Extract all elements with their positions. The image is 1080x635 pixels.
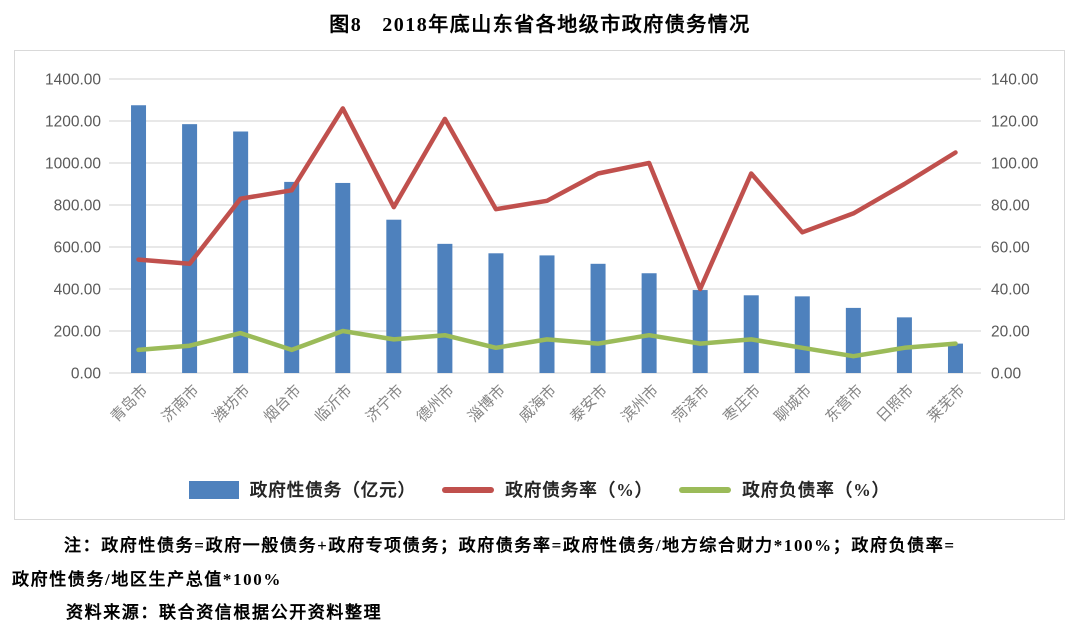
chart-legend: 政府性债务（亿元） 政府债务率（%） 政府负债率（%） bbox=[15, 477, 1064, 502]
bar bbox=[539, 255, 555, 373]
bar bbox=[437, 243, 453, 373]
category-label: 枣庄市 bbox=[720, 381, 765, 426]
bar bbox=[335, 182, 351, 373]
category-label: 莱芜市 bbox=[924, 382, 968, 426]
legend-item: 政府债务率（%） bbox=[442, 477, 653, 502]
right-axis-tick: 0.00 bbox=[991, 366, 1022, 383]
bar bbox=[182, 124, 198, 374]
bar bbox=[131, 105, 147, 373]
legend-item: 政府性债务（亿元） bbox=[188, 477, 417, 502]
bar bbox=[233, 131, 249, 373]
series-line bbox=[136, 106, 958, 292]
bar bbox=[386, 219, 402, 373]
bar bbox=[947, 343, 963, 373]
category-label: 聊城市 bbox=[771, 382, 815, 426]
category-label: 烟台市 bbox=[261, 382, 305, 426]
left-axis-tick: 1000.00 bbox=[45, 156, 101, 173]
bar bbox=[488, 253, 504, 373]
series-line bbox=[136, 328, 958, 359]
note-line-2: 政府性债务/地区生产总值*100% bbox=[12, 570, 282, 589]
legend-line-swatch bbox=[679, 486, 732, 493]
category-label: 济南市 bbox=[159, 382, 203, 426]
category-label: 济宁市 bbox=[363, 382, 407, 426]
bar bbox=[896, 317, 912, 373]
category-label: 菏泽市 bbox=[669, 382, 713, 426]
bar bbox=[743, 295, 759, 373]
bar bbox=[641, 273, 657, 373]
left-axis-tick: 600.00 bbox=[54, 240, 102, 257]
category-label: 青岛市 bbox=[108, 382, 152, 426]
left-axis-tick: 400.00 bbox=[54, 282, 102, 299]
category-label: 威海市 bbox=[516, 382, 560, 426]
category-label: 东营市 bbox=[822, 382, 866, 426]
category-label: 滨州市 bbox=[618, 382, 662, 426]
chart-title: 图8 2018年底山东省各地级市政府债务情况 bbox=[0, 8, 1080, 37]
right-axis-tick: 80.00 bbox=[991, 198, 1030, 215]
legend-bar-swatch bbox=[188, 480, 239, 499]
legend-label: 政府债务率（%） bbox=[505, 480, 654, 500]
bar bbox=[590, 263, 606, 373]
right-axis-tick: 20.00 bbox=[991, 324, 1030, 341]
left-axis-tick: 1200.00 bbox=[45, 114, 101, 131]
combo-chart: 0.00 0.00 200.00 20.00 400.00 40.00 600.00 60.0… bbox=[45, 72, 1039, 426]
bar bbox=[284, 181, 300, 373]
legend-item: 政府负债率（%） bbox=[679, 477, 890, 502]
note-line-1: 注：政府性债务=政府一般债务+政府专项债务；政府债务率=政府性债务/地方综合财力… bbox=[64, 536, 956, 555]
chart-panel: 0.00 0.00 200.00 20.00 400.00 40.00 600.00 60.0… bbox=[14, 50, 1065, 520]
left-axis-tick: 200.00 bbox=[54, 324, 102, 341]
bar bbox=[794, 296, 810, 373]
category-label: 日照市 bbox=[873, 382, 917, 426]
right-axis-tick: 60.00 bbox=[991, 240, 1030, 257]
category-label: 临沂市 bbox=[312, 382, 356, 426]
bar bbox=[845, 307, 861, 373]
right-axis-tick: 140.00 bbox=[991, 72, 1039, 89]
legend-line-swatch bbox=[442, 486, 495, 493]
category-label: 泰安市 bbox=[567, 382, 611, 426]
source-line: 资料来源：联合资信根据公开资料整理 bbox=[66, 603, 383, 622]
right-axis-tick: 40.00 bbox=[991, 282, 1030, 299]
left-axis-tick: 800.00 bbox=[54, 198, 102, 215]
figure-number: 图8 bbox=[329, 14, 363, 36]
chart-title-text: 2018年底山东省各地级市政府债务情况 bbox=[382, 14, 751, 36]
left-axis-tick: 1400.00 bbox=[45, 72, 101, 89]
left-axis-tick: 0.00 bbox=[71, 366, 102, 383]
category-label: 德州市 bbox=[413, 381, 458, 426]
right-axis-tick: 120.00 bbox=[991, 114, 1039, 131]
legend-label: 政府负债率（%） bbox=[742, 480, 891, 500]
legend-label: 政府性债务（亿元） bbox=[249, 480, 417, 500]
right-axis-tick: 100.00 bbox=[991, 156, 1039, 173]
category-label: 潍坊市 bbox=[210, 382, 254, 426]
bar bbox=[692, 290, 708, 373]
category-label: 淄博市 bbox=[465, 382, 509, 426]
